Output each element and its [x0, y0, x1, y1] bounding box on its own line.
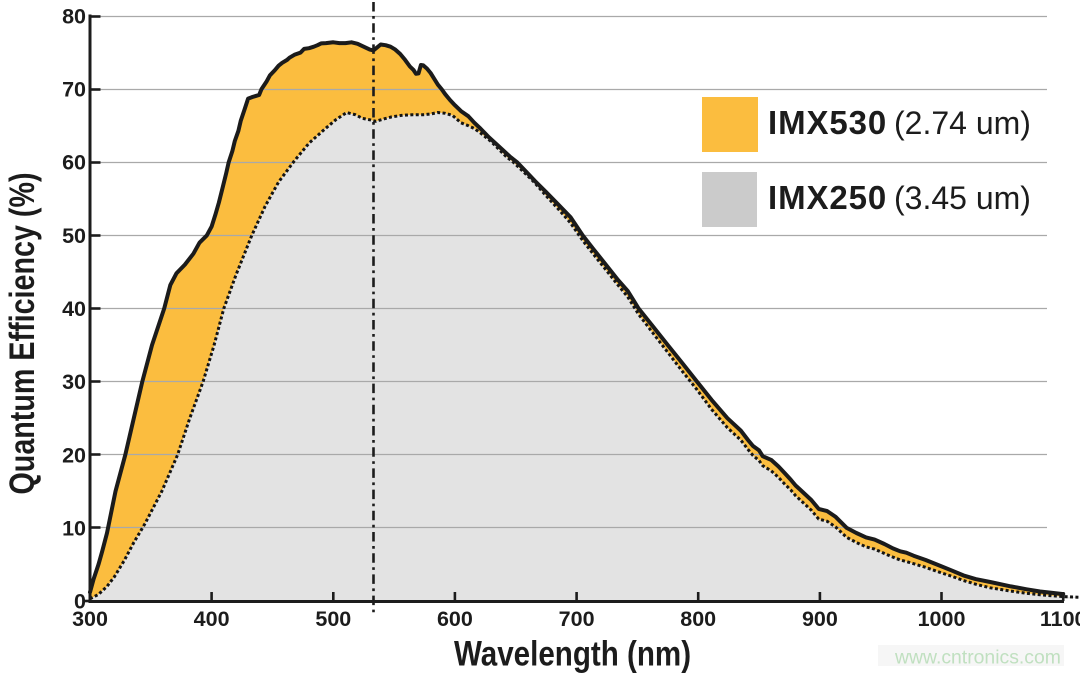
svg-text:(3.45 um): (3.45 um): [894, 180, 1031, 216]
svg-text:40: 40: [62, 297, 86, 321]
svg-text:Quantum Efficiency (%): Quantum Efficiency (%): [2, 172, 41, 494]
svg-text:800: 800: [680, 607, 716, 631]
svg-text:10: 10: [62, 516, 86, 540]
svg-text:IMX530: IMX530: [768, 104, 887, 141]
svg-text:(2.74 um): (2.74 um): [894, 105, 1031, 141]
svg-text:70: 70: [62, 78, 86, 102]
svg-text:500: 500: [315, 607, 351, 631]
svg-text:400: 400: [194, 607, 230, 631]
svg-text:60: 60: [62, 151, 86, 175]
svg-text:0: 0: [74, 590, 86, 614]
svg-text:www.cntronics.com: www.cntronics.com: [894, 647, 1061, 669]
svg-text:20: 20: [62, 443, 86, 467]
svg-text:Wavelength (nm): Wavelength (nm): [454, 634, 691, 673]
svg-text:1000: 1000: [918, 607, 966, 631]
svg-text:600: 600: [437, 607, 473, 631]
svg-text:900: 900: [802, 607, 838, 631]
svg-text:50: 50: [62, 224, 86, 248]
svg-text:700: 700: [559, 607, 595, 631]
svg-text:1100: 1100: [1040, 607, 1080, 631]
svg-text:30: 30: [62, 370, 86, 394]
svg-text:300: 300: [72, 607, 108, 631]
svg-text:IMX250: IMX250: [768, 179, 887, 216]
svg-text:80: 80: [62, 5, 86, 29]
